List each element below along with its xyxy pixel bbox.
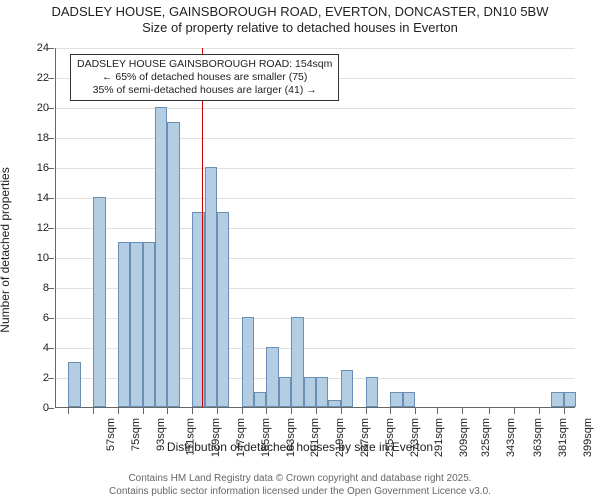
histogram-bar	[403, 392, 415, 407]
x-tick	[68, 408, 69, 414]
x-tick	[242, 408, 243, 414]
x-tick	[143, 408, 144, 414]
x-tick	[192, 408, 193, 414]
histogram-bar	[167, 122, 179, 407]
grid-line	[56, 228, 575, 229]
x-tick	[167, 408, 168, 414]
x-tick	[564, 408, 565, 414]
histogram-bar	[93, 197, 105, 407]
x-tick	[415, 408, 416, 414]
histogram-bar	[217, 212, 229, 407]
histogram-bar	[242, 317, 254, 407]
y-tick-label: 6	[25, 312, 49, 324]
y-tick-label: 2	[25, 372, 49, 384]
chart-title: DADSLEY HOUSE, GAINSBOROUGH ROAD, EVERTO…	[0, 0, 600, 37]
x-tick	[118, 408, 119, 414]
x-tick	[462, 408, 463, 414]
y-tick-label: 12	[25, 222, 49, 234]
histogram-bar	[304, 377, 316, 407]
y-tick-label: 14	[25, 192, 49, 204]
histogram-bar	[366, 377, 378, 407]
annotation-box: DADSLEY HOUSE GAINSBOROUGH ROAD: 154sqm …	[70, 54, 339, 101]
x-tick	[366, 408, 367, 414]
y-tick-label: 16	[25, 162, 49, 174]
histogram-bar	[564, 392, 576, 407]
annotation-line3: 35% of semi-detached houses are larger (…	[77, 84, 332, 97]
histogram-bar	[155, 107, 167, 407]
histogram-bar	[279, 377, 291, 407]
x-tick	[217, 408, 218, 414]
y-tick-label: 8	[25, 282, 49, 294]
footer-line1: Contains HM Land Registry data © Crown c…	[0, 473, 600, 486]
histogram-bar	[118, 242, 130, 407]
x-tick	[341, 408, 342, 414]
y-tick-label: 22	[25, 72, 49, 84]
footer-attribution: Contains HM Land Registry data © Crown c…	[0, 473, 600, 498]
histogram-bar	[68, 362, 80, 407]
footer-line2: Contains public sector information licen…	[0, 486, 600, 499]
y-tick-label: 10	[25, 252, 49, 264]
y-tick-label: 4	[25, 342, 49, 354]
x-tick	[291, 408, 292, 414]
grid-line	[56, 108, 575, 109]
grid-line	[56, 198, 575, 199]
y-tick-label: 0	[25, 402, 49, 414]
annotation-line1: DADSLEY HOUSE GAINSBOROUGH ROAD: 154sqm	[77, 58, 332, 71]
histogram-bar	[328, 400, 340, 408]
x-tick	[514, 408, 515, 414]
x-tick	[93, 408, 94, 414]
y-tick-label: 20	[25, 102, 49, 114]
histogram-bar	[143, 242, 155, 407]
histogram-bar	[205, 167, 217, 407]
y-tick-label: 18	[25, 132, 49, 144]
histogram-bar	[551, 392, 563, 407]
histogram-bar	[291, 317, 303, 407]
grid-line	[56, 138, 575, 139]
histogram-bar	[254, 392, 266, 407]
histogram-bar	[130, 242, 142, 407]
y-tick-label: 24	[25, 42, 49, 54]
plot-area: 02468101214161820222457sqm75sqm93sqm111s…	[55, 48, 575, 408]
annotation-line2: ← 65% of detached houses are smaller (75…	[77, 71, 332, 84]
x-tick	[437, 408, 438, 414]
x-axis-label: Distribution of detached houses by size …	[0, 440, 600, 454]
chart-container: Number of detached properties 0246810121…	[0, 40, 600, 460]
y-axis-label: Number of detached properties	[0, 167, 12, 332]
x-tick	[539, 408, 540, 414]
grid-line	[56, 48, 575, 49]
x-tick	[390, 408, 391, 414]
title-line2: Size of property relative to detached ho…	[0, 20, 600, 36]
histogram-bar	[390, 392, 402, 407]
grid-line	[56, 168, 575, 169]
title-line1: DADSLEY HOUSE, GAINSBOROUGH ROAD, EVERTO…	[0, 4, 600, 20]
histogram-bar	[341, 370, 353, 408]
histogram-bar	[266, 347, 278, 407]
histogram-bar	[316, 377, 328, 407]
reference-line	[202, 48, 203, 407]
x-tick	[266, 408, 267, 414]
x-tick	[489, 408, 490, 414]
x-tick	[316, 408, 317, 414]
